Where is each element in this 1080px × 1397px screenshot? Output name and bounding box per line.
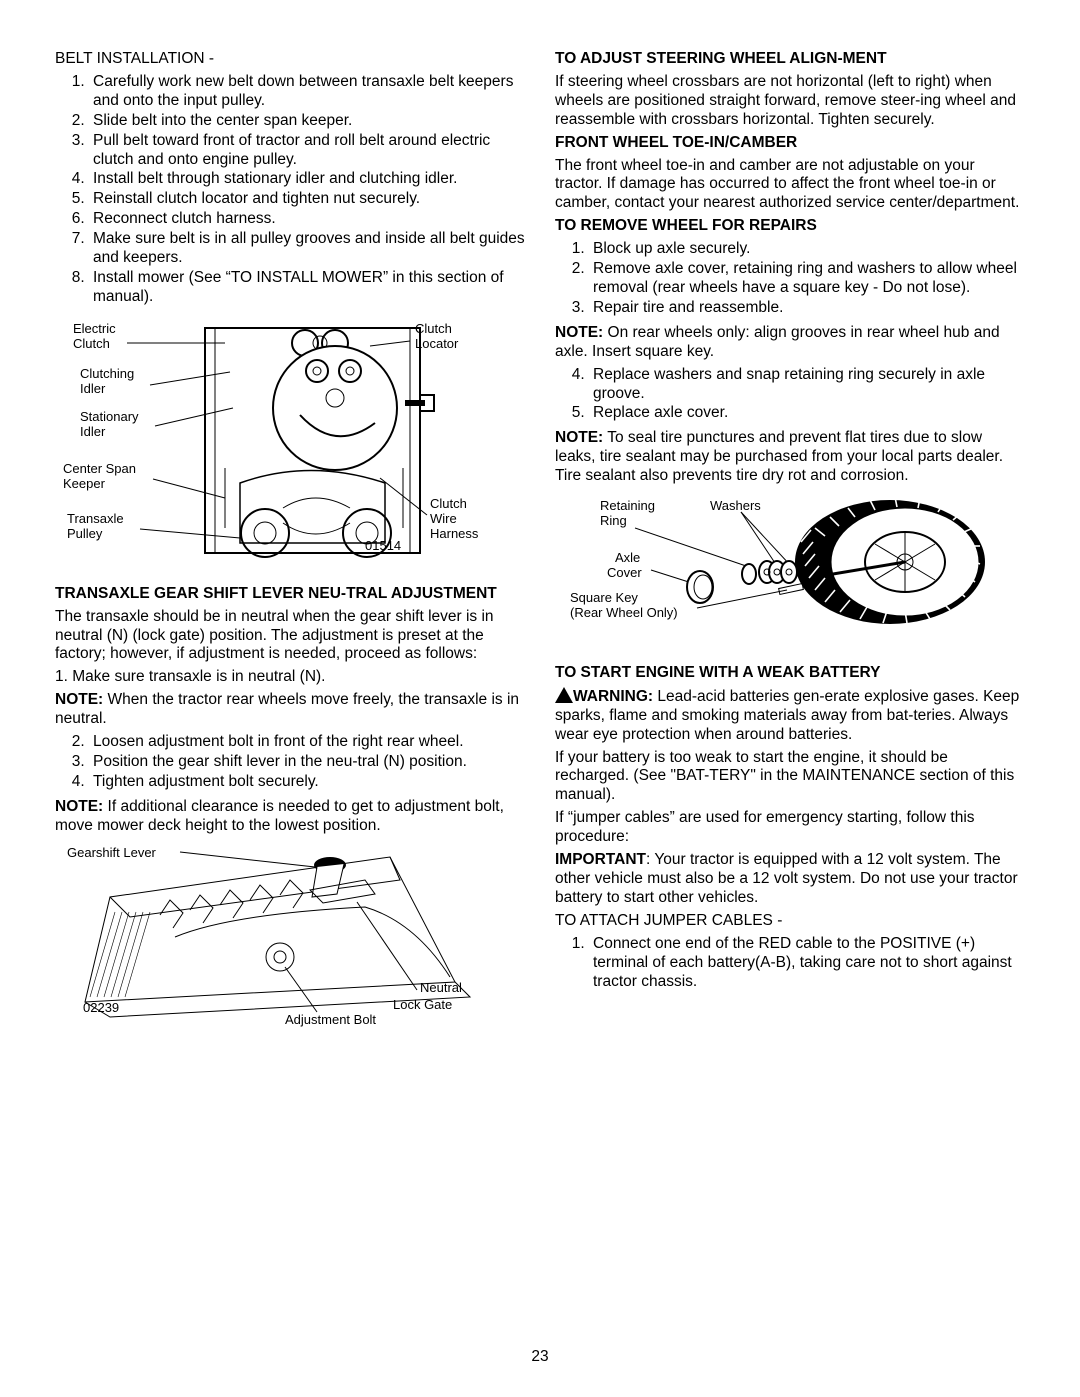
battery-p2: If “jumper cables” are used for emergenc…: [555, 809, 1025, 847]
steering-heading: TO ADJUST STEERING WHEEL ALIGN-MENT: [555, 50, 1025, 69]
svg-text:Transaxle: Transaxle: [67, 511, 124, 526]
list-item: Slide belt into the center span keeper.: [89, 112, 525, 131]
svg-text:Center Span: Center Span: [63, 461, 136, 476]
svg-text:Pulley: Pulley: [67, 526, 103, 541]
svg-text:02239: 02239: [83, 1000, 119, 1015]
remove-heading: TO REMOVE WHEEL FOR REPAIRS: [555, 217, 1025, 236]
attach-list: Connect one end of the RED cable to the …: [555, 935, 1025, 992]
remove-note1: NOTE: On rear wheels only: align grooves…: [555, 324, 1025, 362]
steering-paragraph: If steering wheel crossbars are not hori…: [555, 73, 1025, 130]
svg-text:Clutching: Clutching: [80, 366, 134, 381]
list-item: Install belt through stationary idler an…: [89, 170, 525, 189]
svg-text:Harness: Harness: [430, 526, 479, 541]
transaxle-note1: NOTE: When the tractor rear wheels move …: [55, 691, 525, 729]
list-item: Position the gear shift lever in the neu…: [89, 753, 525, 772]
svg-text:Keeper: Keeper: [63, 476, 106, 491]
important-block: IMPORTANT: Your tractor is equipped with…: [555, 851, 1025, 908]
svg-text:Electric: Electric: [73, 321, 116, 336]
svg-text:Locator: Locator: [415, 336, 459, 351]
list-item: Carefully work new belt down between tra…: [89, 73, 525, 111]
list-item: Connect one end of the RED cable to the …: [589, 935, 1025, 992]
left-column: BELT INSTALLATION - Carefully work new b…: [55, 50, 525, 1338]
warning-block: !WARNING: Lead-acid batteries gen-erate …: [555, 687, 1025, 745]
list-item: Install mower (See “TO INSTALL MOWER” in…: [89, 269, 525, 307]
svg-text:Retaining: Retaining: [600, 498, 655, 513]
important-label: IMPORTANT: [555, 851, 646, 868]
svg-text:Washers: Washers: [710, 498, 761, 513]
list-item: Replace washers and snap retaining ring …: [589, 366, 1025, 404]
note-text: If additional clearance is needed to get…: [55, 798, 504, 834]
note-text: To seal tire punctures and prevent flat …: [555, 429, 1003, 484]
svg-text:Adjustment Bolt: Adjustment Bolt: [285, 1012, 376, 1027]
note-label: NOTE:: [55, 691, 103, 708]
list-item: Remove axle cover, retaining ring and wa…: [589, 260, 1025, 298]
remove-note2: NOTE: To seal tire punctures and prevent…: [555, 429, 1025, 486]
svg-text:Wire: Wire: [430, 511, 457, 526]
list-item: Repair tire and reassemble.: [589, 299, 1025, 318]
note-label: NOTE:: [555, 429, 603, 446]
battery-heading: TO START ENGINE WITH A WEAK BATTERY: [555, 664, 1025, 683]
wheel-diagram: Retaining Ring Washers Axle Cover Square…: [555, 492, 1025, 658]
svg-text:Square Key: Square Key: [570, 590, 638, 605]
svg-text:Clutch: Clutch: [73, 336, 110, 351]
transaxle-step1: 1. Make sure transaxle is in neutral (N)…: [55, 668, 525, 687]
svg-text:01514: 01514: [365, 538, 401, 553]
toe-paragraph: The front wheel toe-in and camber are no…: [555, 157, 1025, 214]
svg-text:!: !: [562, 688, 566, 703]
svg-text:Ring: Ring: [600, 513, 627, 528]
svg-text:Gearshift Lever: Gearshift Lever: [67, 845, 157, 860]
right-column: TO ADJUST STEERING WHEEL ALIGN-MENT If s…: [555, 50, 1025, 1338]
belt-installation-heading: BELT INSTALLATION -: [55, 50, 525, 69]
svg-text:Cover: Cover: [607, 565, 642, 580]
note-label: NOTE:: [555, 324, 603, 341]
list-item: Reinstall clutch locator and tighten nut…: [89, 190, 525, 209]
note-text: When the tractor rear wheels move freely…: [55, 691, 519, 727]
battery-p1: If your battery is too weak to start the…: [555, 749, 1025, 806]
svg-text:Idler: Idler: [80, 381, 106, 396]
attach-heading: TO ATTACH JUMPER CABLES -: [555, 912, 1025, 931]
transaxle-note2: NOTE: If additional clearance is needed …: [55, 798, 525, 836]
remove-list-a: Block up axle securely. Remove axle cove…: [555, 240, 1025, 318]
list-item: Loosen adjustment bolt in front of the r…: [89, 733, 525, 752]
svg-text:Clutch: Clutch: [430, 496, 467, 511]
belt-diagram: Electric Clutch Clutching Idler Stationa…: [55, 313, 525, 579]
svg-text:Neutral: Neutral: [420, 980, 462, 995]
note-label: NOTE:: [55, 798, 103, 815]
list-item: Replace axle cover.: [589, 404, 1025, 423]
remove-list-b: Replace washers and snap retaining ring …: [555, 366, 1025, 424]
warning-icon: !: [555, 687, 573, 703]
belt-installation-list: Carefully work new belt down between tra…: [55, 73, 525, 307]
svg-text:Stationary: Stationary: [80, 409, 139, 424]
gearshift-diagram: Gearshift Lever Neutral Lock Gate Adjust…: [55, 842, 525, 1038]
list-item: Block up axle securely.: [589, 240, 1025, 259]
page-number: 23: [55, 1348, 1025, 1367]
warning-label: WARNING:: [573, 688, 653, 705]
transaxle-list-b: Loosen adjustment bolt in front of the r…: [55, 733, 525, 792]
transaxle-paragraph: The transaxle should be in neutral when …: [55, 608, 525, 665]
list-item: Reconnect clutch harness.: [89, 210, 525, 229]
list-item: Make sure belt is in all pulley grooves …: [89, 230, 525, 268]
svg-text:Lock Gate: Lock Gate: [393, 997, 452, 1012]
svg-text:(Rear Wheel Only): (Rear Wheel Only): [570, 605, 678, 620]
toe-heading: FRONT WHEEL TOE-IN/CAMBER: [555, 134, 1025, 153]
note-text: On rear wheels only: align grooves in re…: [555, 324, 1000, 360]
svg-text:Axle: Axle: [615, 550, 640, 565]
transaxle-heading: TRANSAXLE GEAR SHIFT LEVER NEU-TRAL ADJU…: [55, 585, 525, 604]
list-item: Pull belt toward front of tractor and ro…: [89, 132, 525, 170]
svg-text:Idler: Idler: [80, 424, 106, 439]
list-item: Tighten adjustment bolt securely.: [89, 773, 525, 792]
